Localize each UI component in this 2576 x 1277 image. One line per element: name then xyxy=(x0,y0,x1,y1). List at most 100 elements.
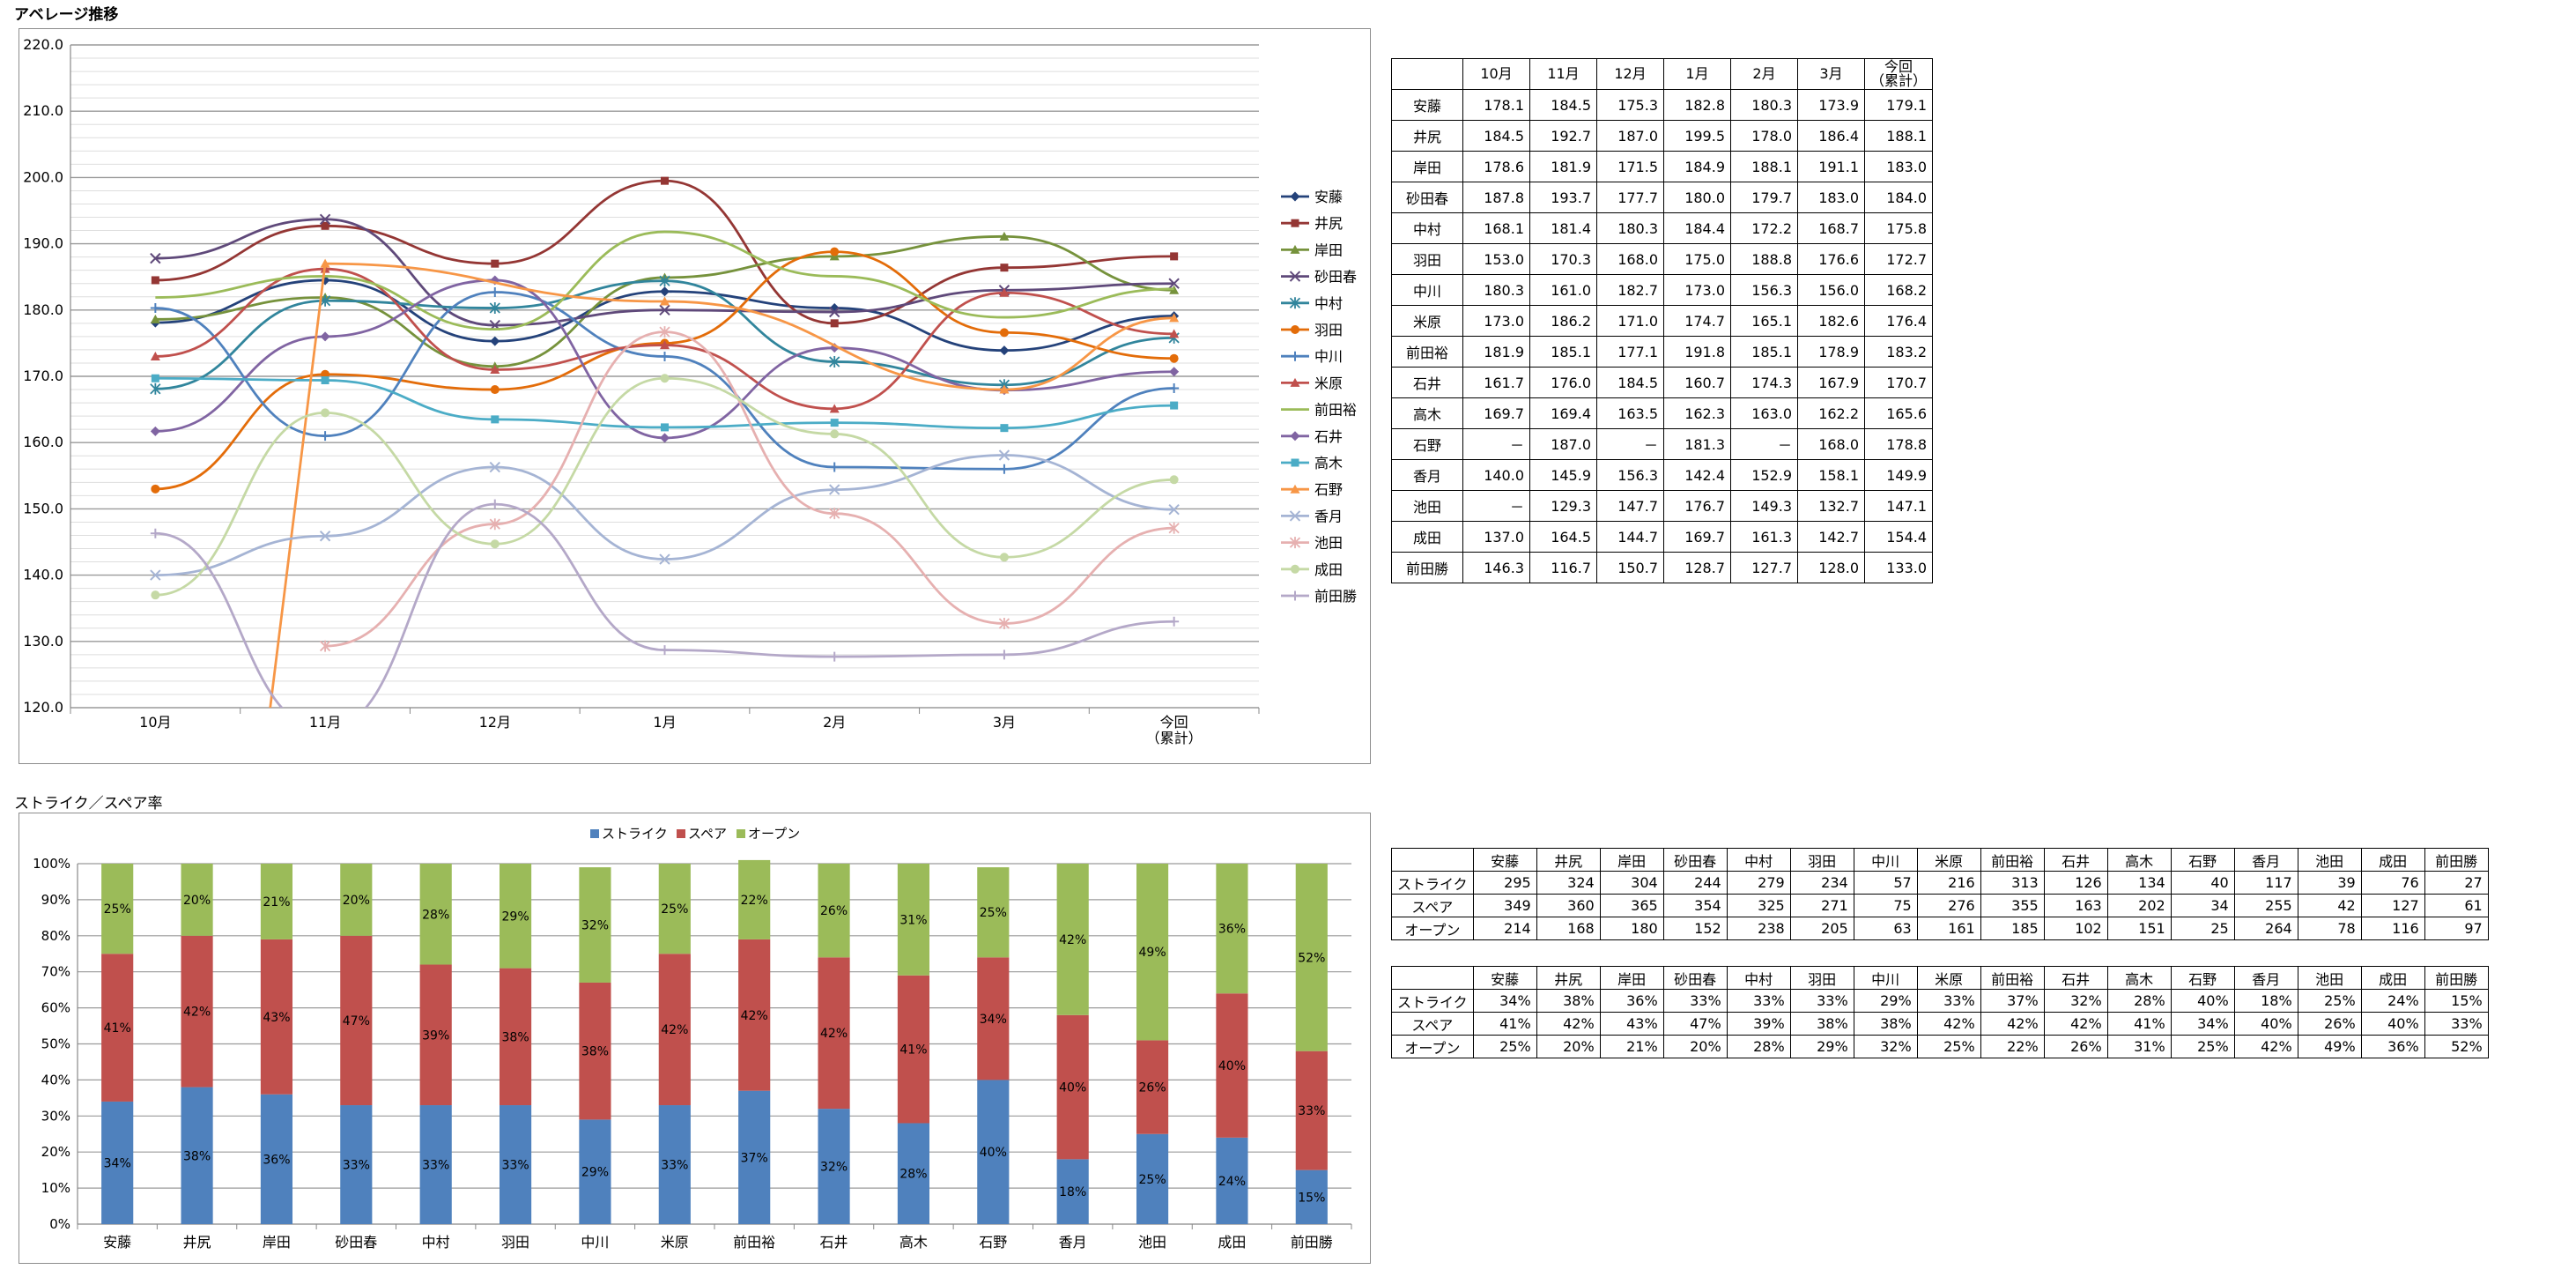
table-row: 高木 169.7 169.4 163.5 162.3 163.0 162.2 165.6 xyxy=(1391,397,1934,429)
bar-stack: 37% 42% 22% xyxy=(738,859,771,1224)
legend-label: 岸田 xyxy=(1314,241,1343,258)
x-tick-label: 中村 xyxy=(422,1234,450,1251)
table-cell: 38% xyxy=(1789,1012,1854,1036)
data-point xyxy=(319,640,331,652)
table-cell: 134 xyxy=(2106,871,2172,895)
table-cell: 42 xyxy=(2297,894,2362,917)
legend-label: 池田 xyxy=(1314,535,1343,552)
average-value: 182.7 xyxy=(1596,274,1664,306)
bar-segment xyxy=(419,864,452,965)
legend-label: 米原 xyxy=(1314,375,1343,391)
average-value: 170.7 xyxy=(1863,367,1934,398)
table-cell: 349 xyxy=(1472,894,1537,917)
legend-swatch xyxy=(590,829,599,838)
average-value: 182.8 xyxy=(1663,89,1731,121)
average-value: 172.2 xyxy=(1730,212,1798,244)
bowler-name: 石野 xyxy=(1391,428,1463,460)
bowler-header: 前田裕 xyxy=(1980,966,2045,990)
bar-segment xyxy=(658,1105,691,1224)
data-label: 42% xyxy=(741,1009,768,1023)
table-cell: 354 xyxy=(1662,894,1728,917)
data-point xyxy=(660,645,670,656)
data-label: 32% xyxy=(820,1161,848,1175)
bar-segment xyxy=(101,864,134,954)
table-cell: 325 xyxy=(1726,894,1791,917)
data-point xyxy=(829,484,840,495)
bowler-name: 岸田 xyxy=(1391,151,1463,182)
average-value: 176.7 xyxy=(1663,490,1731,522)
legend-label: オープン xyxy=(748,826,800,842)
average-value: 144.7 xyxy=(1596,521,1664,553)
table-cell: 26% xyxy=(2297,1012,2362,1036)
table-row: 香月 140.0 145.9 156.3 142.4 152.9 158.1 149.9 xyxy=(1391,459,1934,491)
average-value: 180.0 xyxy=(1663,182,1731,213)
data-label: 36% xyxy=(1218,923,1246,937)
data-point xyxy=(1000,424,1009,433)
month-header: 12月 xyxy=(1596,58,1664,90)
table-row: ストライク 295 324 304 244 279 234 57 216 313 126 134 40 1… xyxy=(1391,871,2489,895)
table-cell: 27 xyxy=(2424,871,2489,895)
bowler-name: 米原 xyxy=(1391,305,1463,337)
data-label: 28% xyxy=(899,1168,927,1182)
average-value: 156.3 xyxy=(1596,459,1664,491)
data-point xyxy=(489,461,500,473)
average-value: 128.7 xyxy=(1663,552,1731,583)
data-point xyxy=(491,259,500,268)
average-value: 149.9 xyxy=(1863,459,1934,491)
table-cell: 63 xyxy=(1853,917,1918,940)
average-value: 142.7 xyxy=(1797,521,1865,553)
table-cell: 20% xyxy=(1662,1035,1728,1058)
average-value: 177.1 xyxy=(1596,336,1664,368)
average-value: 137.0 xyxy=(1462,521,1530,553)
row-label: ストライク xyxy=(1391,871,1474,895)
bar-stack: 32% 42% 26% xyxy=(818,864,850,1224)
bar-segment xyxy=(818,957,850,1110)
average-value: 192.7 xyxy=(1529,120,1597,152)
legend-label: ストライク xyxy=(602,826,668,842)
average-line-chart-frame: 120.0 130.0 140.0 150.0 160.0 170.0 180.0 190.0… xyxy=(19,28,1371,764)
bar-segment xyxy=(1216,1137,1248,1224)
average-value: 162.3 xyxy=(1663,397,1731,429)
average-value: 188.8 xyxy=(1730,243,1798,275)
table-cell: 57 xyxy=(1853,871,1918,895)
data-label: 26% xyxy=(820,904,848,918)
average-value: 183.2 xyxy=(1863,336,1934,368)
data-label: 24% xyxy=(1218,1175,1246,1189)
data-point xyxy=(829,651,840,662)
data-point xyxy=(830,319,839,328)
data-point xyxy=(660,340,670,350)
y-tick-label: 10% xyxy=(41,1180,70,1196)
series-2 xyxy=(151,176,1179,328)
table-row: 岸田 178.6 181.9 171.5 184.9 188.1 191.1 183.0 xyxy=(1391,151,1934,182)
bowler-header: 高木 xyxy=(2106,966,2172,990)
data-point xyxy=(151,484,160,494)
bar-segment xyxy=(1056,864,1089,1015)
table-cell: 313 xyxy=(1980,871,2045,895)
legend-item: 石野 xyxy=(1281,481,1343,498)
data-label: 33% xyxy=(661,1159,688,1173)
table-cell: 47% xyxy=(1662,1012,1728,1036)
average-value: 187.0 xyxy=(1529,428,1597,460)
table-cell: 28% xyxy=(1726,1035,1791,1058)
average-value: 168.0 xyxy=(1797,428,1865,460)
x-tick-label: 安藤 xyxy=(103,1234,131,1251)
x-tick-label: 高木 xyxy=(899,1234,928,1251)
data-label: 40% xyxy=(1218,1059,1246,1073)
bar-stack: 18% 40% 42% xyxy=(1056,864,1089,1224)
month-header: 10月 xyxy=(1462,58,1530,90)
table-row: 池田－ 129.3 147.7 176.7 149.3 132.7 147.1 xyxy=(1391,490,1934,522)
bowler-name: 前田裕 xyxy=(1391,336,1463,368)
data-label: 47% xyxy=(343,1014,370,1028)
data-point xyxy=(659,304,670,316)
average-value: 175.3 xyxy=(1596,89,1664,121)
table-cell: 216 xyxy=(1916,871,1981,895)
x-tick-label: 3月 xyxy=(993,714,1016,731)
month-header: 3月 xyxy=(1797,58,1865,90)
data-point xyxy=(660,374,670,383)
data-point xyxy=(660,286,670,297)
y-tick-label: 130.0 xyxy=(23,633,63,650)
table-cell: 355 xyxy=(1980,894,2045,917)
data-point xyxy=(151,276,159,285)
rates-stacked-bar-chart: 0%10%20%30%40%50%60%70%80%90%100%34%41%2… xyxy=(33,826,1352,1251)
bar-stack: 28% 41% 31% xyxy=(897,864,930,1224)
